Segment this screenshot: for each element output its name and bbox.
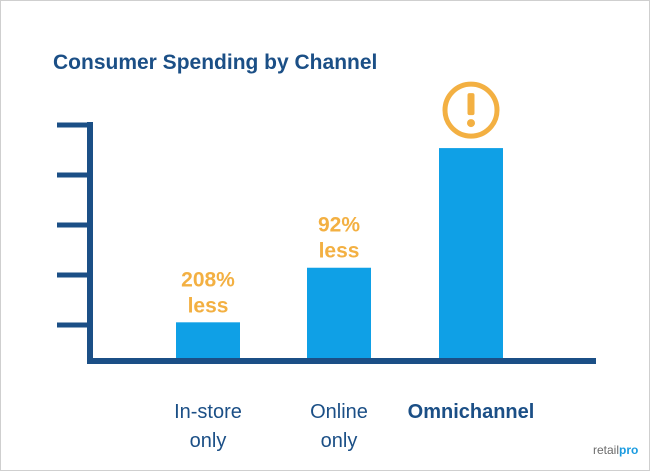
value-label-2-line-2: less: [319, 240, 360, 263]
category-label-1-line-1: In-store: [174, 401, 242, 423]
exclamation-circle: [442, 81, 500, 139]
category-label-1-line-2: only: [190, 430, 227, 452]
bar-2: [307, 267, 371, 358]
value-label-1-line-2: less: [188, 294, 229, 317]
bar-3: [439, 148, 503, 358]
value-label-1-line-1: 208%: [181, 268, 235, 291]
value-label-2-line-1: 92%: [318, 214, 360, 237]
exclamation-icon: [442, 81, 500, 139]
chart-title: Consumer Spending by Channel: [53, 51, 378, 74]
category-label-2-line-1: Online: [310, 401, 368, 423]
brand-logo: retailpro: [593, 443, 639, 457]
exclamation-dot: [467, 119, 475, 128]
bar-1: [176, 322, 240, 358]
category-label-2-line-2: only: [321, 430, 358, 452]
category-label-3: Omnichannel: [408, 401, 535, 423]
exclamation-stem: [467, 93, 475, 116]
